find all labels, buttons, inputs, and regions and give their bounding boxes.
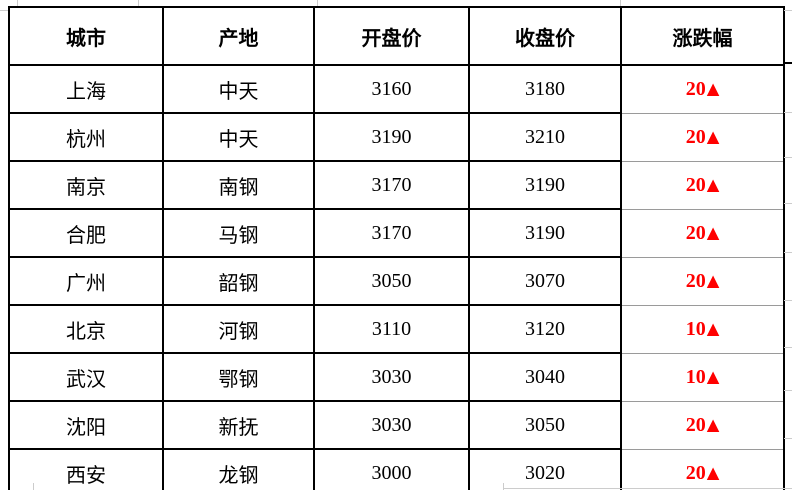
cell-origin: 新抚 (162, 400, 315, 450)
up-arrow-icon: ▲ (706, 318, 720, 338)
cell-change: 20▲ (620, 448, 785, 490)
cell-origin: 河钢 (162, 304, 315, 354)
table-row: 合肥 马钢 3170 3190 20▲ (8, 208, 785, 258)
cell-open: 3170 (313, 160, 470, 210)
gridline-stub (138, 0, 139, 6)
cell-city: 杭州 (8, 112, 164, 162)
change-value: 10 (685, 365, 706, 388)
gridline-stub (317, 0, 318, 6)
cell-change: 20▲ (620, 160, 785, 210)
cell-close: 3190 (468, 208, 622, 258)
gridline-stub (784, 347, 792, 348)
table-row: 南京 南钢 3170 3190 20▲ (8, 160, 785, 210)
table-header-row: 城市 产地 开盘价 收盘价 涨跌幅 (8, 6, 785, 66)
gridline-stub (620, 0, 621, 6)
change-value: 20 (685, 269, 706, 292)
cell-open: 3030 (313, 400, 470, 450)
cell-origin: 马钢 (162, 208, 315, 258)
gridline-stub (17, 0, 18, 6)
cell-city: 上海 (8, 64, 164, 114)
change-value: 20 (685, 77, 706, 100)
change-value: 20 (685, 413, 706, 436)
cell-origin: 龙钢 (162, 448, 315, 490)
cell-open: 3110 (313, 304, 470, 354)
column-header-close: 收盘价 (468, 6, 622, 66)
up-arrow-icon: ▲ (706, 174, 720, 194)
gridline-stub (784, 252, 792, 253)
cell-origin: 韶钢 (162, 256, 315, 306)
cell-open: 3050 (313, 256, 470, 306)
cell-change: 10▲ (620, 304, 785, 354)
cell-close: 3180 (468, 64, 622, 114)
cell-change: 20▲ (620, 64, 785, 114)
table-row: 广州 韶钢 3050 3070 20▲ (8, 256, 785, 306)
change-value: 20 (685, 461, 706, 484)
change-value: 20 (685, 125, 706, 148)
cell-change: 10▲ (620, 352, 785, 402)
cell-city: 合肥 (8, 208, 164, 258)
column-header-open: 开盘价 (313, 6, 470, 66)
column-header-city: 城市 (8, 6, 164, 66)
change-value: 20 (685, 173, 706, 196)
gridline-stub (0, 10, 8, 11)
table-row: 杭州 中天 3190 3210 20▲ (8, 112, 785, 162)
gridline-stub (503, 488, 792, 489)
cell-close: 3050 (468, 400, 622, 450)
steel-price-table: 城市 产地 开盘价 收盘价 涨跌幅 上海 中天 3160 3180 20▲ 杭州 中天 3190 321… (8, 6, 785, 490)
up-arrow-icon: ▲ (706, 78, 720, 98)
table-row: 沈阳 新抚 3030 3050 20▲ (8, 400, 785, 450)
table-row: 上海 中天 3160 3180 20▲ (8, 64, 785, 114)
cell-close: 3020 (468, 448, 622, 490)
up-arrow-icon: ▲ (706, 270, 720, 290)
cell-city: 西安 (8, 448, 164, 490)
cell-origin: 中天 (162, 112, 315, 162)
change-value: 10 (685, 317, 706, 340)
cell-open: 3160 (313, 64, 470, 114)
cell-origin: 鄂钢 (162, 352, 315, 402)
cell-change: 20▲ (620, 208, 785, 258)
cell-city: 武汉 (8, 352, 164, 402)
cell-close: 3210 (468, 112, 622, 162)
gridline-stub (784, 203, 792, 204)
cell-close: 3120 (468, 304, 622, 354)
up-arrow-icon: ▲ (706, 222, 720, 242)
gridline-stub (784, 10, 792, 11)
gridline-stub (503, 483, 504, 490)
cell-city: 广州 (8, 256, 164, 306)
table-row: 武汉 鄂钢 3030 3040 10▲ (8, 352, 785, 402)
up-arrow-icon: ▲ (706, 126, 720, 146)
column-header-origin: 产地 (162, 6, 315, 66)
table-body: 上海 中天 3160 3180 20▲ 杭州 中天 3190 3210 20▲ 南京 南钢 3170 31… (8, 64, 785, 490)
gridline-stub (784, 300, 792, 301)
up-arrow-icon: ▲ (706, 414, 720, 434)
cell-close: 3070 (468, 256, 622, 306)
gridline-stub (784, 112, 792, 113)
cell-close: 3040 (468, 352, 622, 402)
cell-open: 3000 (313, 448, 470, 490)
cell-origin: 中天 (162, 64, 315, 114)
up-arrow-icon: ▲ (706, 462, 720, 482)
cell-change: 20▲ (620, 112, 785, 162)
cell-open: 3170 (313, 208, 470, 258)
table-row: 西安 龙钢 3000 3020 20▲ (8, 448, 785, 490)
column-header-change: 涨跌幅 (620, 6, 785, 66)
cell-open: 3190 (313, 112, 470, 162)
cell-origin: 南钢 (162, 160, 315, 210)
cell-open: 3030 (313, 352, 470, 402)
cell-change: 20▲ (620, 256, 785, 306)
gridline-stub (784, 157, 792, 158)
up-arrow-icon: ▲ (706, 366, 720, 386)
cell-city: 南京 (8, 160, 164, 210)
gridline-stub (33, 483, 34, 490)
cell-city: 北京 (8, 304, 164, 354)
gridline-stub (784, 390, 792, 391)
table-row: 北京 河钢 3110 3120 10▲ (8, 304, 785, 354)
cell-change: 20▲ (620, 400, 785, 450)
gridline-stub (784, 438, 792, 439)
cell-close: 3190 (468, 160, 622, 210)
cell-city: 沈阳 (8, 400, 164, 450)
header-border-extension (783, 62, 792, 64)
change-value: 20 (685, 221, 706, 244)
